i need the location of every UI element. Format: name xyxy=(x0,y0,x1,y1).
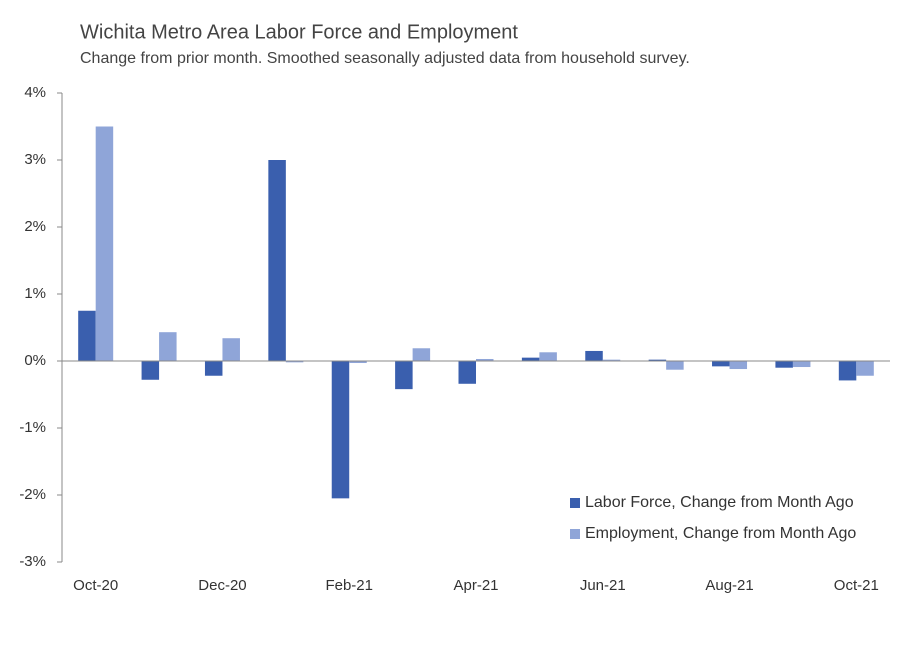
bar xyxy=(95,126,114,361)
legend-swatch xyxy=(570,498,580,508)
y-tick-label: 2% xyxy=(24,218,46,235)
bar xyxy=(666,361,684,370)
bar xyxy=(349,361,367,364)
x-tick-label: Jun-21 xyxy=(580,577,626,594)
bar xyxy=(395,361,413,390)
y-tick-label: 1% xyxy=(24,285,46,302)
bar xyxy=(476,358,494,361)
bar xyxy=(602,359,621,361)
chart-subtitle: Change from prior month. Smoothed season… xyxy=(80,50,690,67)
y-tick-label: -3% xyxy=(19,553,46,570)
bar xyxy=(331,361,350,499)
bar xyxy=(712,361,730,367)
bar xyxy=(792,361,811,368)
y-tick-label: -2% xyxy=(19,486,46,503)
bar xyxy=(141,361,160,380)
bar xyxy=(78,310,96,361)
bar xyxy=(539,352,557,361)
bar xyxy=(204,361,223,376)
bar xyxy=(648,359,667,361)
legend-label: Employment, Change from Month Ago xyxy=(585,525,856,542)
x-tick-label: Feb-21 xyxy=(325,577,373,594)
bar xyxy=(521,357,540,361)
bar xyxy=(775,361,793,368)
y-tick-label: 4% xyxy=(24,84,46,101)
bar xyxy=(285,361,304,363)
chart-title: Wichita Metro Area Labor Force and Emplo… xyxy=(80,21,518,43)
bar xyxy=(412,348,431,361)
y-tick-label: 0% xyxy=(24,352,46,369)
y-tick-label: -1% xyxy=(19,419,46,436)
x-tick-label: Apr-21 xyxy=(453,577,498,594)
y-tick-label: 3% xyxy=(24,151,46,168)
bar xyxy=(838,361,857,381)
bar xyxy=(222,338,240,361)
x-tick-label: Oct-20 xyxy=(73,577,118,594)
bar xyxy=(729,361,748,370)
x-tick-label: Aug-21 xyxy=(705,577,753,594)
legend-label: Labor Force, Change from Month Ago xyxy=(585,494,854,511)
x-tick-label: Dec-20 xyxy=(198,577,246,594)
legend-swatch xyxy=(570,529,580,539)
bar xyxy=(458,361,476,384)
bar xyxy=(268,160,286,361)
bar xyxy=(159,332,177,361)
bar xyxy=(856,361,874,376)
x-tick-label: Oct-21 xyxy=(834,577,879,594)
bar xyxy=(585,350,603,361)
